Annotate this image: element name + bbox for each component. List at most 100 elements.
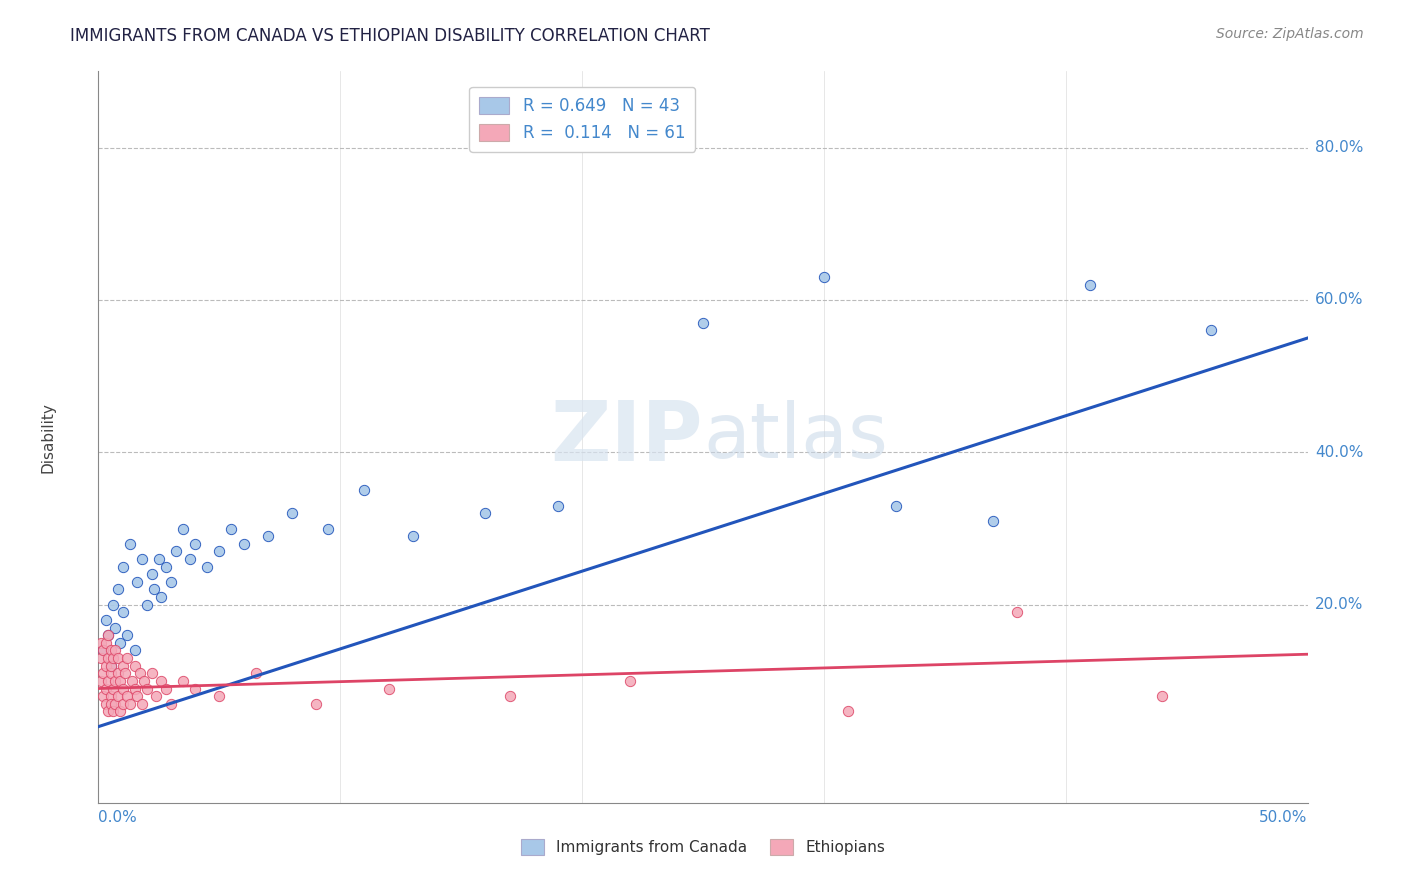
Point — [131, 552, 153, 566]
Point — [111, 605, 134, 619]
Point — [107, 582, 129, 597]
Point — [97, 628, 120, 642]
Point — [108, 636, 131, 650]
Text: 80.0%: 80.0% — [1315, 140, 1364, 155]
Point — [1007, 605, 1029, 619]
Point — [97, 628, 120, 642]
Point — [305, 697, 328, 711]
Point — [94, 613, 117, 627]
Point — [179, 552, 201, 566]
Point — [111, 681, 134, 696]
Point — [208, 689, 231, 703]
Point — [131, 697, 153, 711]
Point — [94, 697, 117, 711]
Point — [101, 705, 124, 719]
Point — [118, 537, 141, 551]
Point — [160, 574, 183, 589]
Point — [245, 666, 267, 681]
Point — [886, 499, 908, 513]
Point — [135, 598, 157, 612]
Point — [155, 681, 177, 696]
Point — [172, 673, 194, 688]
Point — [104, 643, 127, 657]
Point — [208, 544, 231, 558]
Text: 40.0%: 40.0% — [1315, 445, 1364, 459]
Point — [100, 658, 122, 673]
Point — [101, 681, 124, 696]
Point — [100, 697, 122, 711]
Point — [101, 651, 124, 665]
Point — [91, 643, 114, 657]
Text: 60.0%: 60.0% — [1315, 293, 1364, 308]
Point — [135, 681, 157, 696]
Point — [100, 689, 122, 703]
Point — [619, 673, 641, 688]
Point — [134, 673, 156, 688]
Point — [104, 673, 127, 688]
Point — [281, 506, 304, 520]
Point — [101, 598, 124, 612]
Point — [221, 521, 243, 535]
Point — [117, 689, 139, 703]
Point — [91, 689, 114, 703]
Point — [148, 552, 170, 566]
Text: Source: ZipAtlas.com: Source: ZipAtlas.com — [1216, 27, 1364, 41]
Point — [127, 689, 149, 703]
Point — [498, 689, 520, 703]
Point — [1152, 689, 1174, 703]
Point — [184, 537, 207, 551]
Legend: Immigrants from Canada, Ethiopians: Immigrants from Canada, Ethiopians — [515, 833, 891, 861]
Point — [150, 673, 173, 688]
Point — [90, 636, 112, 650]
Point — [316, 521, 339, 535]
Point — [104, 621, 127, 635]
Point — [145, 689, 167, 703]
Point — [981, 514, 1004, 528]
Point — [117, 628, 139, 642]
Text: 20.0%: 20.0% — [1315, 598, 1364, 612]
Point — [90, 673, 112, 688]
Point — [692, 316, 714, 330]
Point — [127, 574, 149, 589]
Text: 0.0%: 0.0% — [98, 811, 138, 825]
Point — [111, 559, 134, 574]
Text: atlas: atlas — [703, 401, 887, 474]
Point — [90, 651, 112, 665]
Point — [402, 529, 425, 543]
Point — [108, 705, 131, 719]
Point — [97, 651, 120, 665]
Point — [813, 270, 835, 285]
Point — [94, 658, 117, 673]
Point — [547, 499, 569, 513]
Point — [117, 651, 139, 665]
Point — [104, 697, 127, 711]
Point — [111, 658, 134, 673]
Point — [124, 643, 146, 657]
Point — [141, 666, 163, 681]
Point — [97, 673, 120, 688]
Point — [94, 681, 117, 696]
Point — [107, 689, 129, 703]
Point — [353, 483, 375, 498]
Point — [837, 705, 859, 719]
Point — [100, 666, 122, 681]
Point — [172, 521, 194, 535]
Point — [141, 567, 163, 582]
Point — [195, 559, 218, 574]
Point — [118, 697, 141, 711]
Point — [128, 666, 150, 681]
Point — [94, 636, 117, 650]
Point — [160, 697, 183, 711]
Point — [111, 697, 134, 711]
Point — [114, 666, 136, 681]
Point — [184, 681, 207, 696]
Point — [91, 643, 114, 657]
Point — [143, 582, 166, 597]
Text: ZIP: ZIP — [551, 397, 703, 477]
Point — [377, 681, 399, 696]
Point — [97, 705, 120, 719]
Text: Disability: Disability — [41, 401, 55, 473]
Text: 50.0%: 50.0% — [1260, 811, 1308, 825]
Point — [100, 643, 122, 657]
Point — [124, 658, 146, 673]
